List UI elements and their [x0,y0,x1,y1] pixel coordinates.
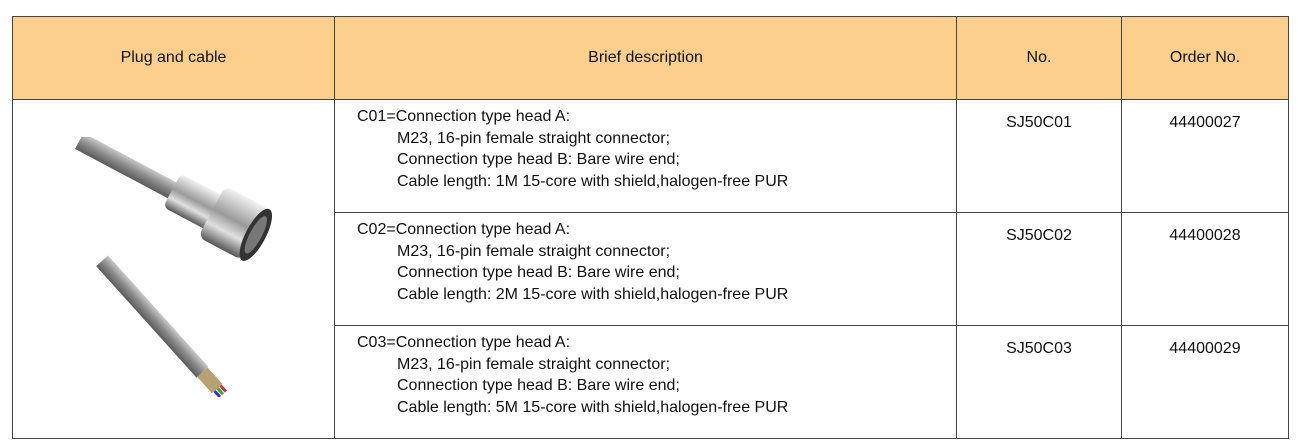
model-number: SJ50C03 [956,325,1122,439]
description-line: M23, 16-pin female straight connector; [397,242,671,260]
description-line: M23, 16-pin female straight connector; [397,355,671,373]
description-line: Connection type head B: Bare wire end; [397,264,680,281]
description-line: Cable length: 1M 15-core with shield,hal… [397,172,789,190]
column-header: Brief description [334,16,957,100]
order-number: 44400027 [1121,99,1289,213]
description-line: Connection type head B: Bare wire end; [397,151,680,168]
description-line: C02=Connection type head A: [357,221,571,238]
table-body: C01=Connection type head A: M23, 16-pin f… [12,99,1289,439]
table-row: C03=Connection type head A: M23, 16-pin f… [13,325,1289,439]
description-line: C01=Connection type head A: [357,108,571,125]
description-cell: C01=Connection type head A: M23, 16-pin f… [334,99,957,213]
column-header: No. [956,16,1122,100]
order-number: 44400028 [1121,212,1289,326]
product-table: Plug and cable Brief description No. Order … [12,16,1289,439]
header-row: Plug and cable Brief description No. Order … [12,16,1289,100]
description-cell: C02=Connection type head A: M23, 16-pin f… [334,212,957,326]
column-header: Order No. [1121,16,1289,100]
description-line: C03=Connection type head A: [357,334,571,351]
model-number: SJ50C02 [956,212,1122,326]
image-cell [12,99,335,439]
table-row: C01=Connection type head A: M23, 16-pin f… [12,99,1289,439]
description-line: Cable length: 5M 15-core with shield,hal… [397,398,789,416]
description-line: M23, 16-pin female straight connector; [397,129,671,147]
model-number: SJ50C01 [956,99,1122,213]
column-header: Plug and cable [12,16,335,100]
description-line: Cable length: 2M 15-core with shield,hal… [397,285,789,303]
order-number: 44400029 [1121,325,1289,439]
connector-image [74,132,272,398]
description-line: Connection type head B: Bare wire end; [397,377,680,394]
table-row: C02=Connection type head A: M23, 16-pin f… [13,212,1289,326]
description-cell: C03=Connection type head A: M23, 16-pin f… [334,325,957,439]
